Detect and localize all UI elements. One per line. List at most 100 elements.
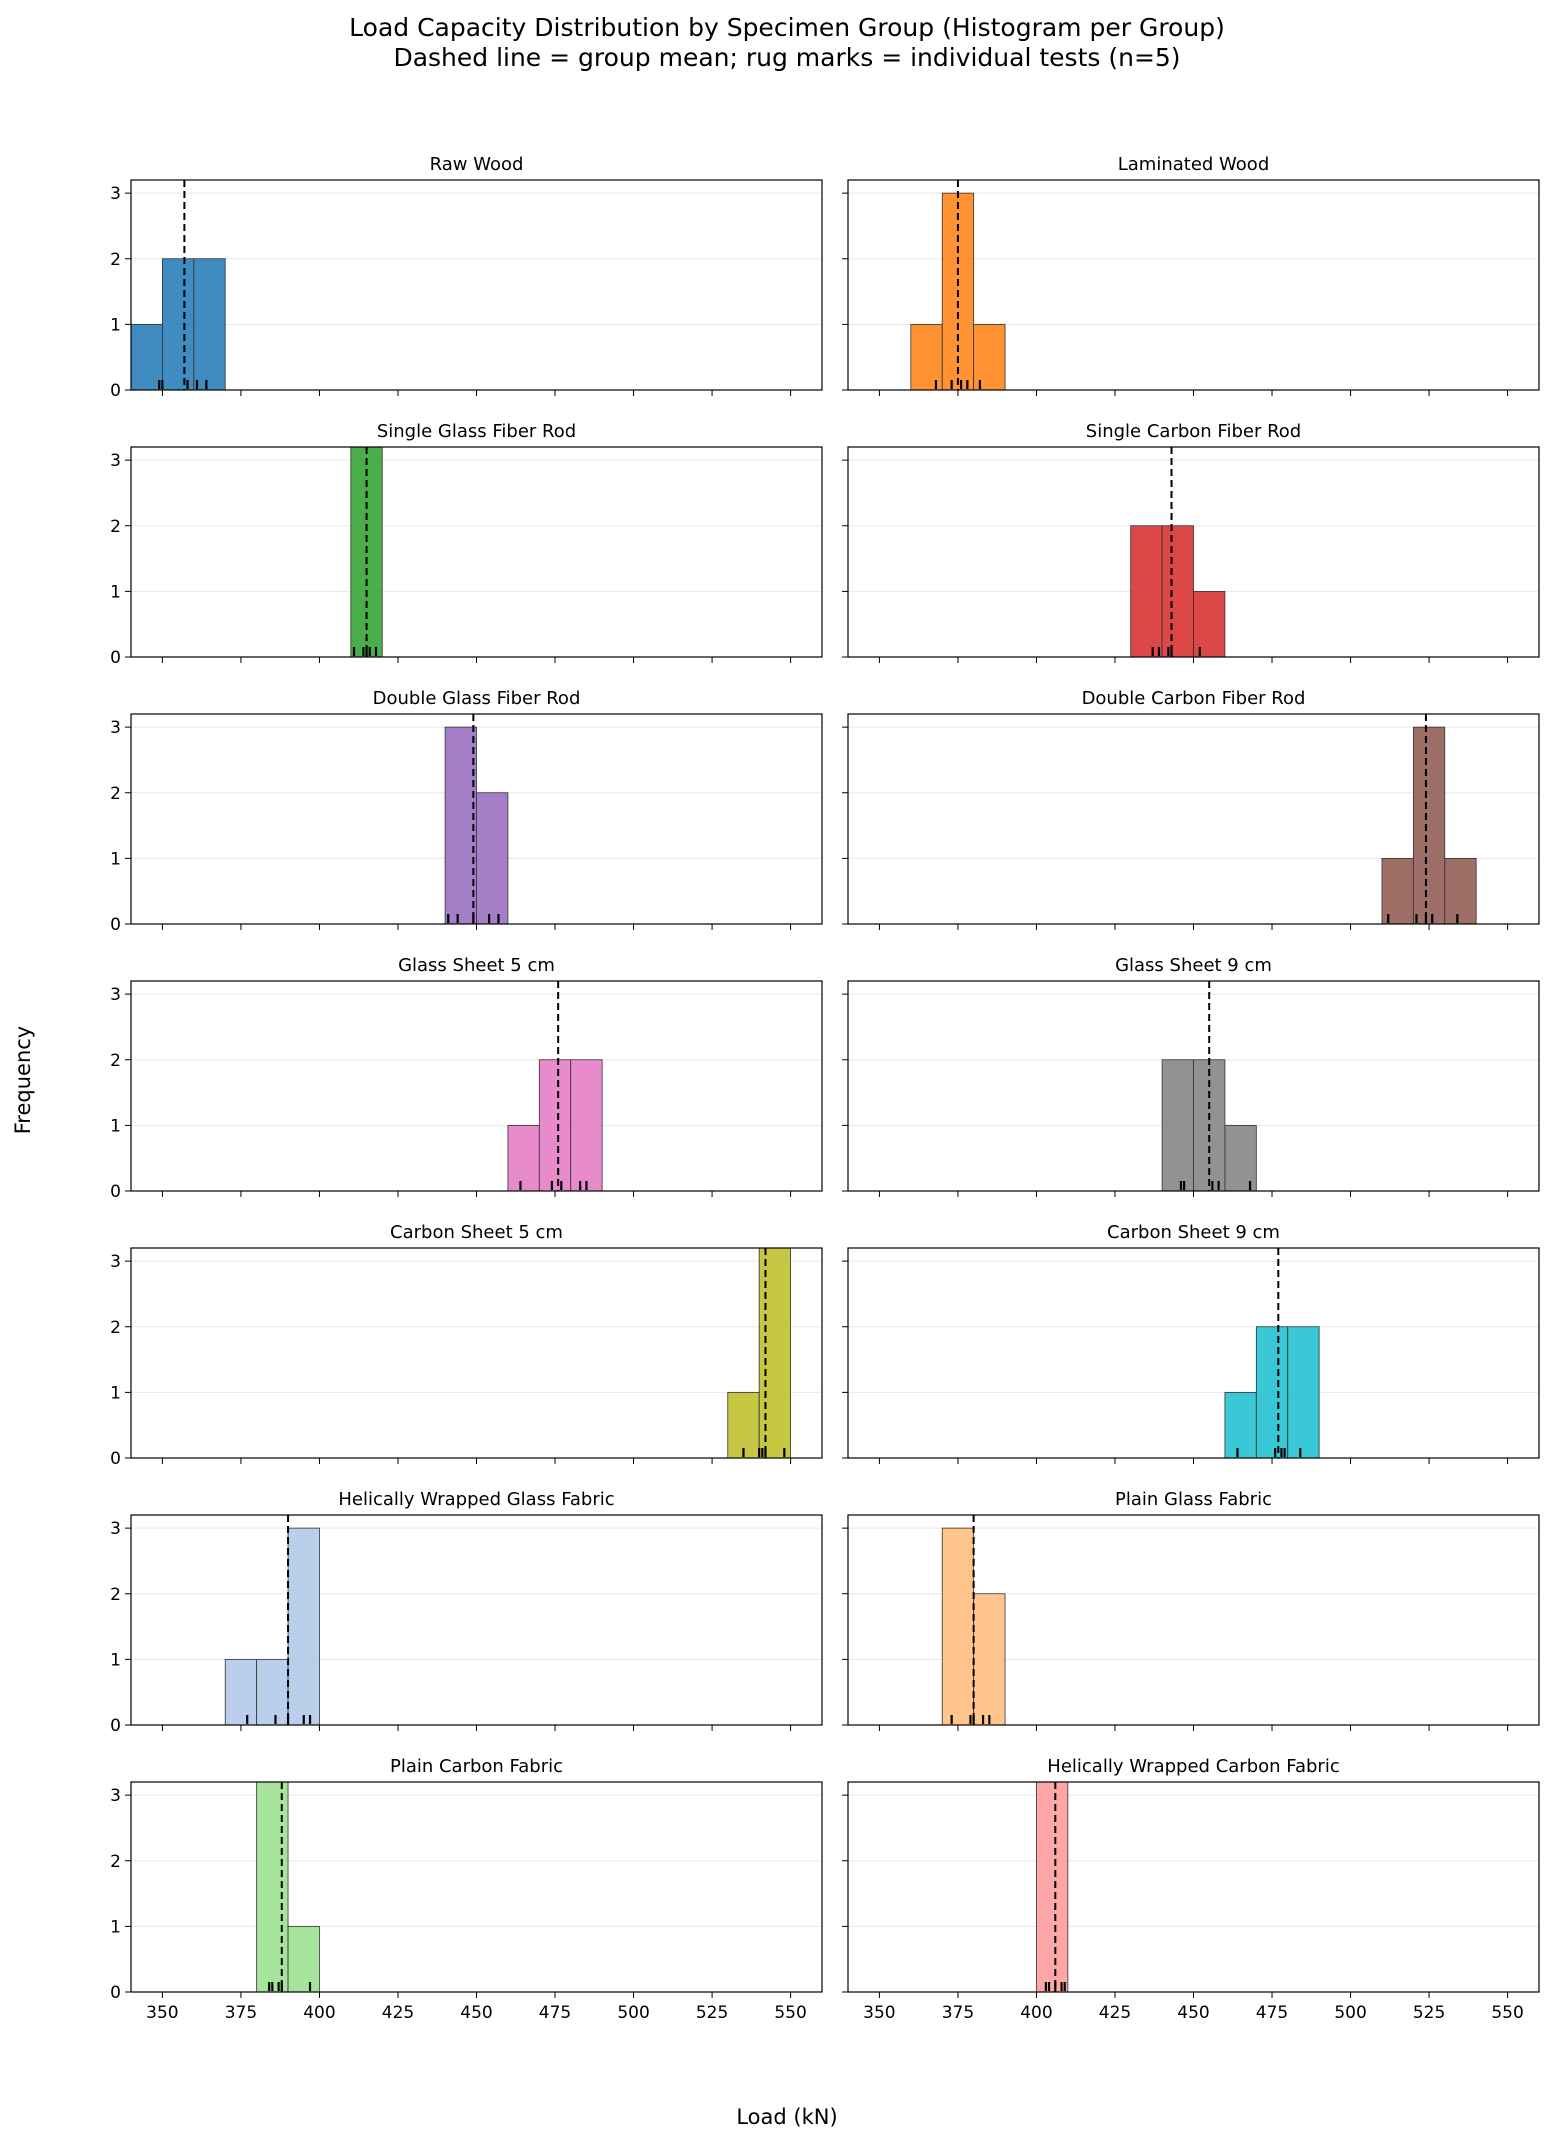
y-tick-label: 2 <box>110 784 121 804</box>
plot-area <box>507 981 603 1191</box>
panel-frame <box>847 1781 1540 1993</box>
x-tick-label: 500 <box>617 2003 649 2023</box>
panel-title: Helically Wrapped Glass Fabric <box>338 1489 614 1510</box>
y-tick-label: 3 <box>110 1786 121 1806</box>
panel: Carbon Sheet 5 cm 0 1 2 3 <box>110 1222 823 1469</box>
histogram-bar <box>256 1658 289 1725</box>
y-tick-label: 3 <box>110 451 121 471</box>
panel: Glass Sheet 5 cm 0 1 2 3 <box>110 955 823 1202</box>
panel: Carbon Sheet 9 cm <box>842 1222 1540 1464</box>
histogram-bar <box>758 1248 791 1458</box>
histogram-bar <box>1130 525 1163 657</box>
histogram-bar <box>287 1925 320 1992</box>
y-tick-label: 3 <box>110 184 121 204</box>
chart-title: Load Capacity Distribution by Specimen G… <box>349 13 1225 42</box>
y-tick-label: 0 <box>110 915 121 935</box>
histogram-bar <box>973 323 1006 390</box>
y-tick-label: 2 <box>110 1585 121 1605</box>
y-tick-label: 1 <box>110 1917 121 1937</box>
y-tick-label: 1 <box>110 1116 121 1136</box>
panel-title: Double Glass Fiber Rod <box>373 688 581 709</box>
panel: Plain Glass Fabric <box>842 1489 1540 1731</box>
plot-area <box>1036 1782 1069 1992</box>
panel: Double Carbon Fiber Rod <box>842 688 1540 930</box>
plot-area <box>1381 714 1477 924</box>
plot-area <box>1224 1248 1320 1458</box>
x-tick-label: 550 <box>1491 2003 1523 2023</box>
x-tick-label: 400 <box>303 2003 335 2023</box>
y-tick-label: 3 <box>110 718 121 738</box>
histogram-bar <box>973 1593 1006 1725</box>
histogram-bar <box>444 726 477 924</box>
x-tick-label: 475 <box>539 2003 571 2023</box>
panel-title: Single Glass Fiber Rod <box>377 421 576 442</box>
y-tick-label: 0 <box>110 1716 121 1736</box>
histogram-bar <box>538 1059 572 1191</box>
panel-title: Carbon Sheet 5 cm <box>390 1222 563 1243</box>
plot-area <box>941 1515 1006 1725</box>
histogram-bar <box>1161 1059 1194 1191</box>
x-tick-label: 550 <box>774 2003 806 2023</box>
histogram-bar <box>1412 726 1446 924</box>
y-axis-label: Frequency <box>11 1026 35 1135</box>
histogram-bar <box>1224 1391 1257 1458</box>
x-tick-label: 400 <box>1020 2003 1052 2023</box>
panel: Single Carbon Fiber Rod <box>842 421 1540 663</box>
y-tick-label: 1 <box>110 582 121 602</box>
histogram-bar <box>1444 857 1477 924</box>
y-tick-label: 1 <box>110 1650 121 1670</box>
panel-title: Glass Sheet 5 cm <box>398 955 555 976</box>
panel: Helically Wrapped Glass Fabric 0 1 2 3 <box>110 1489 823 1736</box>
y-tick-label: 2 <box>110 250 121 270</box>
panel-frame <box>130 446 823 658</box>
y-tick-label: 2 <box>110 1852 121 1872</box>
panel-title: Double Carbon Fiber Rod <box>1082 688 1306 709</box>
panel-title: Glass Sheet 9 cm <box>1115 955 1272 976</box>
histogram-bar <box>1036 1782 1069 1992</box>
panel-frame <box>130 1781 823 1993</box>
panel: Plain Carbon Fabric 0 1 2 3 350 375 400 425 450 47… <box>110 1756 823 2023</box>
x-tick-label: 425 <box>1099 2003 1131 2023</box>
x-tick-label: 350 <box>146 2003 178 2023</box>
plot-area <box>444 714 509 924</box>
x-tick-label: 425 <box>382 2003 414 2023</box>
plot-area <box>224 1515 320 1725</box>
panel-title: Carbon Sheet 9 cm <box>1107 1222 1280 1243</box>
panel: Raw Wood 0 1 2 3 <box>110 154 823 401</box>
x-tick-label: 450 <box>460 2003 492 2023</box>
y-tick-label: 2 <box>110 1051 121 1071</box>
histogram-bar <box>193 258 226 390</box>
panel-title: Helically Wrapped Carbon Fabric <box>1047 1756 1339 1777</box>
histogram-bar <box>162 258 195 390</box>
x-axis-label: Load (kN) <box>736 2105 837 2129</box>
plot-area <box>1130 447 1226 657</box>
panel: Double Glass Fiber Rod 0 1 2 3 <box>110 688 823 935</box>
panel-title: Raw Wood <box>430 154 524 175</box>
x-tick-label: 500 <box>1334 2003 1366 2023</box>
histogram-bar <box>1381 857 1414 924</box>
panel: Glass Sheet 9 cm <box>842 955 1540 1197</box>
x-tick-label: 525 <box>1413 2003 1445 2023</box>
y-tick-label: 1 <box>110 849 121 869</box>
panel-title: Plain Glass Fabric <box>1115 1489 1272 1510</box>
panel-title: Laminated Wood <box>1118 154 1270 175</box>
panel-grid: Raw Wood 0 1 2 3 Laminated Wood Single Glass F… <box>110 154 1540 2023</box>
panel-frame <box>130 179 823 391</box>
panel-frame <box>130 1247 823 1459</box>
plot-area <box>1161 981 1257 1191</box>
plot-area <box>727 1248 791 1458</box>
panel-frame <box>130 980 823 1192</box>
plot-area <box>256 1782 320 1992</box>
y-tick-label: 3 <box>110 1519 121 1539</box>
histogram-bar <box>224 1658 258 1725</box>
y-tick-label: 0 <box>110 1449 121 1469</box>
histogram-bar <box>287 1527 320 1725</box>
histogram-bar <box>1287 1326 1320 1458</box>
panel: Single Glass Fiber Rod 0 1 2 3 <box>110 421 823 668</box>
y-tick-label: 2 <box>110 517 121 537</box>
plot-area <box>131 180 226 390</box>
panel: Laminated Wood <box>842 154 1540 396</box>
panel: Helically Wrapped Carbon Fabric 350 375 400… <box>842 1756 1540 2023</box>
histogram-bar <box>131 323 163 390</box>
